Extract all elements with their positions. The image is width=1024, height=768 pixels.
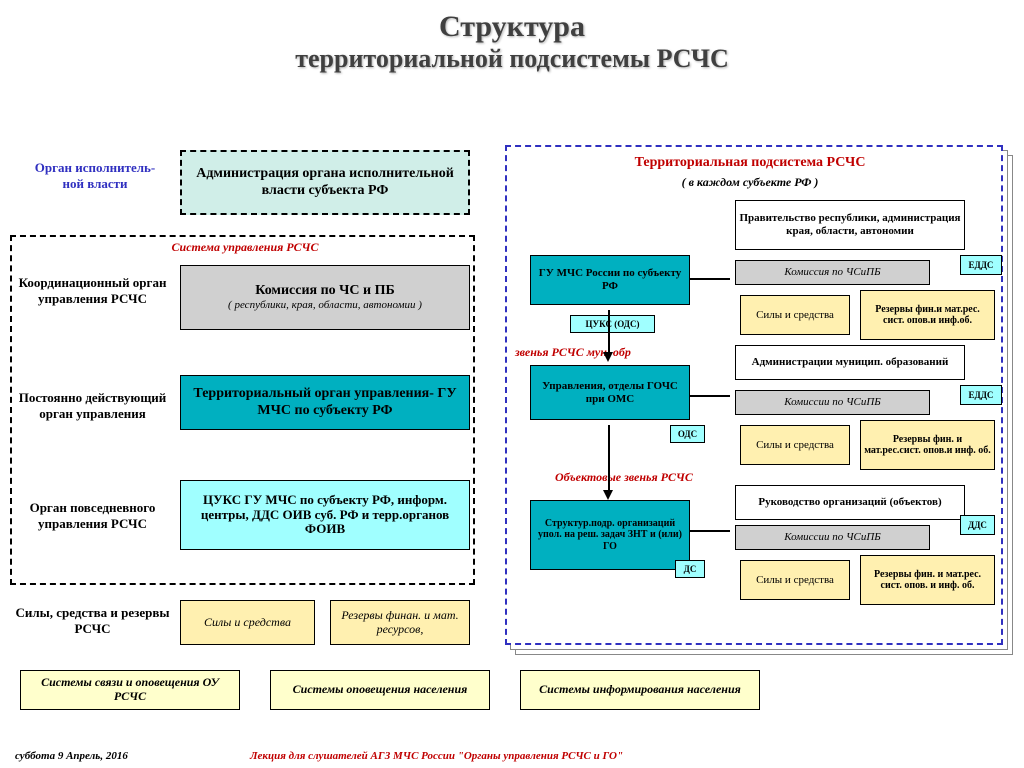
bottom-2: Системы оповещения населения <box>270 670 490 710</box>
reserves-box: Резервы финан. и мат. ресурсов, <box>330 600 470 645</box>
struct-box: Структур.подр. организаций упол. на реш.… <box>530 500 690 570</box>
obj-label: Объектовые звенья РСЧС <box>555 470 725 485</box>
reserves2-box: Резервы фин. и мат.рес.сист. опов.и инф.… <box>860 420 995 470</box>
ruk-box: Руководство организаций (объектов) <box>735 485 965 520</box>
upr-box: Управления, отделы ГОЧС при ОМС <box>530 365 690 420</box>
dds-box: ДДС <box>960 515 995 535</box>
ds-box: ДС <box>675 560 705 578</box>
title: Структура территориальной подсистемы РСЧ… <box>0 0 1024 89</box>
coord-label: Координационный орган управления РСЧС <box>15 275 170 306</box>
comm2-box: Комиссии по ЧСиПБ <box>735 390 930 415</box>
arrow1 <box>603 352 613 362</box>
bottom-3: Системы информирования населения <box>520 670 760 710</box>
daily-label: Орган повседневного управления РСЧС <box>15 500 170 531</box>
gu-box: ГУ МЧС России по субъекту РФ <box>530 255 690 305</box>
hline2 <box>690 395 730 397</box>
footer-lecture: Лекция для слушателей АГЗ МЧС России "Ор… <box>250 750 623 762</box>
admin-box: Администрация органа исполнительной влас… <box>180 150 470 215</box>
edds-1: ЕДДС <box>960 255 1002 275</box>
line2 <box>608 425 610 495</box>
bottom-1: Системы связи и оповещения ОУ РСЧС <box>20 670 240 710</box>
perm-label: Постоянно действующий орган управления <box>15 390 170 421</box>
hline1 <box>690 278 730 280</box>
line1 <box>608 310 610 355</box>
forces1-box: Силы и средства <box>740 295 850 335</box>
reserves1-box: Резервы фин.и мат.рес. сист. опов.и инф.… <box>860 290 995 340</box>
terr-title: Территориальная подсистема РСЧС <box>540 155 960 172</box>
footer-date: суббота 9 Апрель, 2016 <box>15 750 128 762</box>
terr-sub: ( в каждом субъекте РФ ) <box>540 175 960 189</box>
organ-label: Орган исполнитель-ной власти <box>30 160 160 191</box>
admin-mun: Администрации муницип. образований <box>735 345 965 380</box>
system-label: Система управления РСЧС <box>100 240 390 255</box>
forces-box: Силы и средства <box>180 600 315 645</box>
forces2-box: Силы и средства <box>740 425 850 465</box>
comm1-box: Комиссия по ЧСиПБ <box>735 260 930 285</box>
forces3-box: Силы и средства <box>740 560 850 600</box>
cuks-box: ЦУКС ГУ МЧС по субъекту РФ, информ. цент… <box>180 480 470 550</box>
ods-box: ОДС <box>670 425 705 443</box>
hline3 <box>690 530 730 532</box>
commission-box: Комиссия по ЧС и ПБ ( республики, края, … <box>180 265 470 330</box>
title-sub: территориальной подсистемы РСЧС <box>0 44 1024 74</box>
forces-label: Силы, средства и резервы РСЧС <box>15 605 170 636</box>
edds-2: ЕДДС <box>960 385 1002 405</box>
reserves3-box: Резервы фин. и мат.рес. сист. опов. и ин… <box>860 555 995 605</box>
comm3-box: Комиссии по ЧСиПБ <box>735 525 930 550</box>
arrow2 <box>603 490 613 500</box>
gov-box: Правительство республики, администрация … <box>735 200 965 250</box>
cuks-small: ЦУКС (ОДС) <box>570 315 655 333</box>
terr-box: Территориальный орган управления- ГУ МЧС… <box>180 375 470 430</box>
zvenya-label: звенья РСЧС мун. обр <box>515 345 715 360</box>
title-main: Структура <box>0 10 1024 44</box>
